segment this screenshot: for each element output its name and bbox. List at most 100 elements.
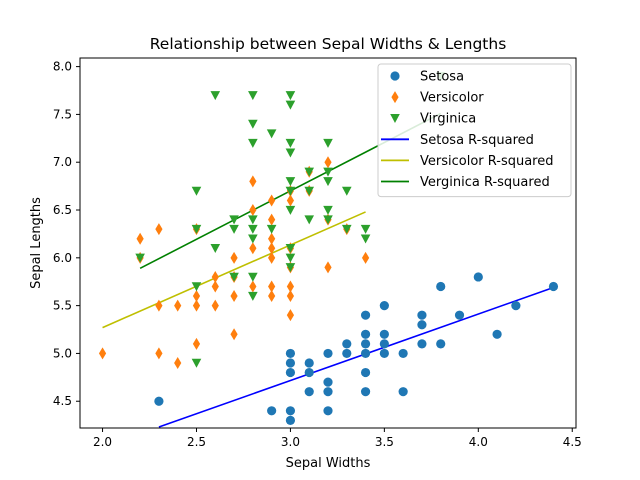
setosa-point [304, 367, 314, 378]
virginica-point [304, 167, 315, 177]
setosa-point [323, 387, 333, 397]
virginica-point [323, 177, 333, 187]
setosa-point [436, 281, 446, 292]
setosa-point [323, 406, 333, 416]
versicolor-point [286, 309, 295, 322]
setosa-point [360, 387, 371, 397]
virginica-point [229, 272, 239, 282]
virginica-point [248, 234, 258, 244]
setosa-point [285, 367, 296, 378]
virginica-point [285, 177, 296, 187]
versicolor-point [268, 232, 276, 245]
virginica-point [191, 358, 202, 368]
setosa-point [379, 301, 389, 311]
legend-label: Virginica [420, 112, 476, 127]
y-tick-label: 5.5 [53, 299, 72, 313]
setosa-point [285, 415, 296, 425]
virginica-point [191, 224, 202, 234]
setosa-point [360, 339, 371, 349]
versicolor-point [268, 280, 276, 293]
data-points [98, 71, 559, 425]
legend: Setosa Versicolor Virginica Setosa R-square… [377, 63, 572, 198]
setosa-point [360, 367, 371, 378]
versicolor-point [268, 251, 276, 264]
series-virginica [135, 71, 446, 368]
y-tick-label: 6.0 [53, 251, 72, 265]
setosa-point [379, 329, 389, 339]
setosa-point [323, 377, 333, 387]
setosa-point [342, 339, 352, 349]
y-tick-label: 6.5 [53, 203, 72, 217]
virginica-point [248, 224, 258, 234]
virginica-point [248, 119, 258, 129]
versicolor-point [249, 280, 257, 293]
legend-label: Setosa R-squared [420, 133, 534, 148]
setosa-point [417, 320, 427, 330]
fit-line [158, 286, 554, 428]
virginica-point [248, 272, 258, 282]
legend-label: Versicolor [420, 91, 484, 106]
setosa-point [154, 396, 164, 406]
setosa-point [492, 329, 502, 339]
virginica-point [285, 148, 296, 158]
versicolor-point [192, 299, 201, 312]
virginica-point [323, 167, 333, 177]
virginica-point [323, 138, 333, 148]
virginica-point [191, 186, 202, 196]
versicolor-point [249, 242, 257, 255]
versicolor-point [211, 299, 219, 312]
setosa-point [285, 348, 296, 359]
setosa-point [398, 348, 408, 359]
setosa-point [436, 339, 446, 349]
setosa-point [454, 310, 465, 320]
virginica-point [341, 224, 352, 234]
setosa-point [379, 348, 389, 359]
setosa-point [304, 358, 314, 368]
legend-label: Versicolor R-squared [420, 154, 554, 169]
versicolor-point [230, 328, 238, 341]
versicolor-point [211, 270, 219, 283]
virginica-point [210, 244, 221, 254]
virginica-point [248, 91, 258, 101]
setosa-point [548, 281, 559, 292]
versicolor-point [268, 290, 276, 303]
series-setosa [154, 272, 559, 425]
x-axis-label: Sepal Widths [286, 456, 371, 471]
legend-box [377, 63, 572, 198]
x-tick-label: 3.0 [281, 435, 300, 449]
y-axis-label: Sepal Lengths [29, 197, 44, 289]
virginica-point [248, 291, 258, 301]
setosa-point [323, 348, 333, 359]
virginica-point [360, 234, 371, 244]
virginica-point [210, 91, 221, 101]
versicolor-point [98, 347, 107, 360]
virginica-point [266, 224, 277, 234]
x-tick-label: 3.5 [375, 435, 394, 449]
virginica-point [266, 129, 277, 139]
versicolor-point [155, 223, 163, 236]
y-tick-label: 8.0 [53, 60, 72, 74]
virginica-point [191, 282, 202, 292]
virginica-point [304, 215, 315, 225]
versicolor-point [268, 242, 276, 255]
virginica-point [285, 263, 296, 273]
versicolor-point [230, 290, 238, 303]
virginica-point [285, 244, 296, 254]
versicolor-point [155, 299, 163, 312]
legend-label: Verginica R-squared [420, 175, 550, 190]
versicolor-point [286, 280, 295, 293]
x-tick-label: 4.0 [469, 435, 488, 449]
versicolor-point [174, 356, 182, 369]
virginica-point [285, 91, 296, 101]
legend-versicolor-marker [391, 91, 399, 104]
virginica-point [285, 138, 296, 148]
virginica-point [360, 224, 371, 234]
versicolor-point [268, 213, 276, 226]
versicolor-point [324, 261, 332, 274]
setosa-point [285, 406, 296, 416]
fit-line [102, 211, 366, 329]
virginica-point [323, 215, 333, 225]
versicolor-point [211, 280, 219, 293]
x-tick-label: 2.0 [93, 435, 112, 449]
